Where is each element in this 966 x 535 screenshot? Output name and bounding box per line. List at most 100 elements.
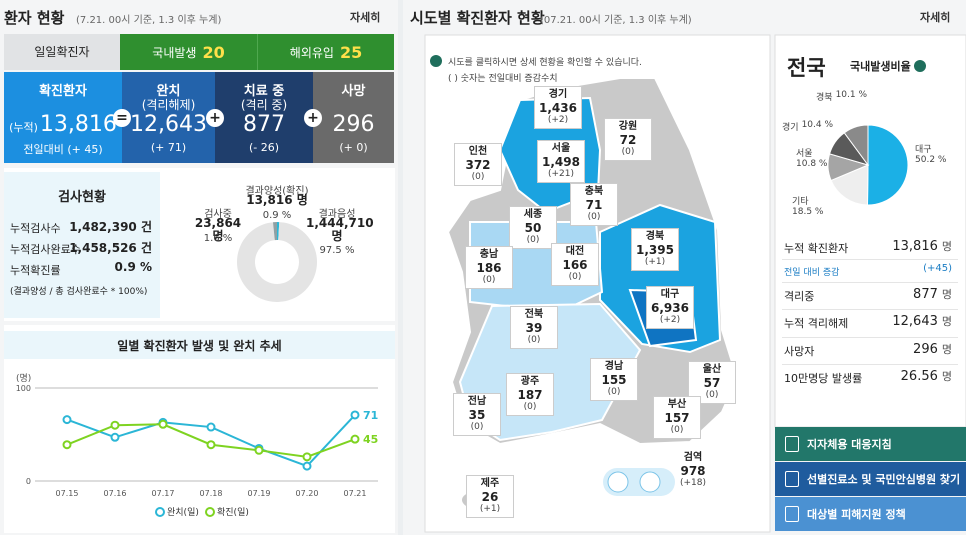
region-label[interactable]: 인천 372 (0) [454, 143, 502, 187]
donut-label-name: 검사중 [204, 209, 232, 220]
region-label[interactable]: 서울 1,498 (+21) [537, 140, 585, 184]
daily-item: 해외유입 25 [257, 34, 394, 70]
region-label[interactable]: 경기 1,436 (+2) [534, 86, 582, 130]
line-point [302, 452, 312, 462]
panel-subtitle: (07.21. 00시 기준, 1.3 이후 누계) [540, 15, 692, 26]
pie-label-name: 서울 [796, 149, 813, 159]
region-label[interactable]: 대구 6,936 (+2) [646, 286, 694, 330]
summary-change: 전일대비 (+ 45) [23, 143, 103, 156]
tests-note: (결과양성 / 총 검사완료수 * 100%) [10, 287, 148, 297]
nav-button-label: 대상별 피해지원 정책 [807, 508, 906, 521]
region-total: 26 [481, 490, 499, 504]
pie-label-name: 경기 [782, 123, 799, 133]
region-name: 대전 [565, 246, 585, 257]
summary-value: 296 [332, 112, 375, 137]
region-name: 경북 [645, 231, 665, 242]
pie-label-name: 대구 [915, 145, 932, 155]
summary-operator: + [206, 109, 224, 127]
region-label[interactable]: 전남 35 (0) [453, 393, 501, 437]
tests-row-value: 1,458,526 건 [69, 241, 152, 255]
region-total: 1,395 [636, 243, 674, 257]
summary-title: 사망 [341, 84, 366, 99]
region-name: 경기 [548, 89, 568, 100]
region-total: 187 [517, 388, 543, 402]
stat-value-row: 296 명 [840, 341, 952, 357]
donut-segment [237, 222, 318, 302]
tests-row-label: 누적검사수 [10, 222, 61, 235]
region-name: 충남 [479, 249, 499, 260]
stat-divider [782, 309, 958, 310]
region-label[interactable]: 대전 166 (0) [551, 243, 599, 287]
region-total: 71 [585, 198, 603, 212]
line-point [350, 410, 360, 420]
region-label[interactable]: 전북 39 (0) [510, 306, 558, 350]
region-name: 충북 [584, 186, 604, 197]
region-name: 세종 [523, 209, 543, 220]
region-name: 전남 [467, 396, 487, 407]
line-point [254, 445, 264, 455]
region-label[interactable]: 세종 50 (0) [509, 206, 557, 250]
side-title: 전국 [787, 56, 826, 80]
summary-sub: (격리 중) [240, 98, 288, 112]
region-label[interactable]: 부산 157 (0) [653, 396, 701, 440]
region-name: 전북 [524, 309, 544, 320]
summary-box: 확진환자 (누적) 13,816 전일대비 (+ 45) [4, 72, 122, 163]
region-total: 372 [465, 158, 491, 172]
summary-title: 완치 [156, 84, 181, 99]
panel-subtitle: (7.21. 00시 기준, 1.3 이후 누계) [76, 15, 222, 26]
panel-title: 시도별 확진환자 현황 [410, 9, 545, 27]
summary-value: 877 [243, 112, 285, 137]
pie-slice [866, 124, 909, 206]
stat-divider [782, 282, 958, 283]
nav-button[interactable]: 선별진료소 및 국민안심병원 찾기 [775, 462, 966, 496]
region-total: 978 [680, 464, 706, 478]
x-tick-label: 07.21 [344, 489, 367, 498]
region-label[interactable]: 충남 186 (0) [465, 246, 513, 290]
nav-button[interactable]: 지자체용 대응지침 [775, 427, 966, 461]
donut-segment [277, 222, 280, 241]
donut-segment [272, 222, 277, 241]
pie-label-name: 기타 [792, 197, 809, 207]
region-label[interactable]: 검역 978 (+18) [669, 450, 717, 491]
region-change: (0) [470, 422, 484, 433]
pie-label-pct: 10.1 % [835, 90, 868, 100]
x-tick-label: 07.18 [200, 489, 223, 498]
summary-prefix: (누적) [9, 121, 38, 134]
end-value-label: 71 [363, 409, 378, 422]
panel-title: 환자 현황 [4, 9, 65, 27]
region-change: (0) [621, 147, 635, 158]
daily-item-value: 25 [339, 42, 363, 62]
icon-ship [639, 471, 661, 493]
x-tick-label: 07.16 [104, 489, 127, 498]
legend-label: 완치(일) [167, 506, 199, 518]
stat-label: 전일 대비 증감 [784, 268, 840, 278]
region-label[interactable]: 제주 26 (+1) [466, 475, 514, 519]
line-point [206, 440, 216, 450]
region-change: (0) [705, 390, 719, 401]
y-tick-label: 0 [26, 477, 31, 486]
pie-label: 경북 10.1 % [816, 90, 867, 103]
daily-item-label: 해외유입 [289, 45, 334, 60]
more-link[interactable]: 자세히 [920, 11, 951, 24]
stat-divider [782, 364, 958, 365]
stat-value: 12,643 [892, 314, 938, 329]
more-link[interactable]: 자세히 [350, 11, 381, 24]
summary-value-row: (누적) 13,816 [4, 112, 122, 137]
region-label[interactable]: 강원 72 (0) [604, 118, 652, 162]
stat-label: 누적 확진환자 [784, 242, 849, 255]
stat-value-row: (+45) [840, 263, 952, 274]
region-label[interactable]: 충북 71 (0) [570, 183, 618, 227]
region-label[interactable]: 광주 187 (0) [506, 373, 554, 417]
nav-button[interactable]: 대상별 피해지원 정책 [775, 497, 966, 531]
region-label[interactable]: 경북 1,395 (+1) [631, 228, 679, 272]
pie-title: 국내발생비율 [850, 60, 911, 73]
legend-marker [155, 507, 165, 517]
help-icon [914, 60, 926, 72]
region-label[interactable]: 경남 155 (0) [590, 358, 638, 402]
region-name: 울산 [702, 364, 722, 375]
y-tick-label: 100 [16, 384, 31, 393]
tests-box [4, 172, 160, 318]
region-total: 39 [525, 321, 543, 335]
summary-sub: (격리해제) [141, 98, 196, 112]
